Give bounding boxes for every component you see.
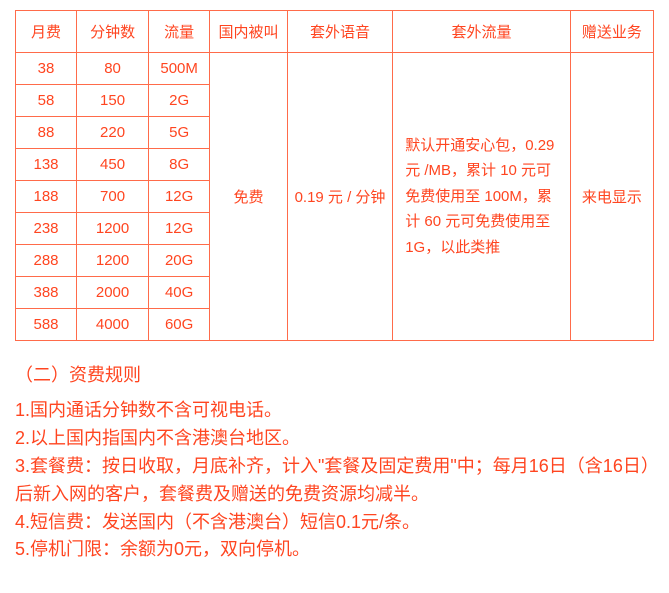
header-service: 赠送业务 [570,11,653,53]
cell-traffic-merged: 默认开通安心包，0.29 元 /MB，累计 10 元可免费使用至 100M，累计… [393,53,571,341]
header-data: 流量 [149,11,210,53]
rules-title: （二）资费规则 [15,361,654,387]
cell-minutes: 450 [77,149,149,181]
rule-item: 2.以上国内指国内不含港澳台地区。 [15,425,654,453]
cell-fee: 288 [16,245,77,277]
cell-minutes: 150 [77,85,149,117]
cell-minutes: 1200 [77,245,149,277]
rule-item: 4.短信费：发送国内（不含港澳台）短信0.1元/条。 [15,509,654,537]
cell-fee: 38 [16,53,77,85]
cell-fee: 88 [16,117,77,149]
tariff-table: 月费 分钟数 流量 国内被叫 套外语音 套外流量 赠送业务 38 80 500M… [15,10,654,341]
rule-item: 1.国内通话分钟数不含可视电话。 [15,397,654,425]
cell-minutes: 1200 [77,213,149,245]
cell-fee: 138 [16,149,77,181]
header-fee: 月费 [16,11,77,53]
cell-minutes: 80 [77,53,149,85]
header-traffic: 套外流量 [393,11,571,53]
header-minutes: 分钟数 [77,11,149,53]
cell-data: 20G [149,245,210,277]
cell-fee: 588 [16,309,77,341]
cell-data: 500M [149,53,210,85]
cell-data: 2G [149,85,210,117]
table-row: 38 80 500M 免费 0.19 元 / 分钟 默认开通安心包，0.29 元… [16,53,654,85]
cell-minutes: 220 [77,117,149,149]
cell-fee: 188 [16,181,77,213]
rule-item: 5.停机门限：余额为0元，双向停机。 [15,536,654,564]
cell-data: 5G [149,117,210,149]
cell-data: 8G [149,149,210,181]
cell-minutes: 4000 [77,309,149,341]
cell-service-merged: 来电显示 [570,53,653,341]
header-incoming: 国内被叫 [210,11,288,53]
rules-list: 1.国内通话分钟数不含可视电话。 2.以上国内指国内不含港澳台地区。 3.套餐费… [15,397,654,564]
cell-data: 12G [149,181,210,213]
cell-minutes: 700 [77,181,149,213]
cell-fee: 238 [16,213,77,245]
cell-incoming-merged: 免费 [210,53,288,341]
table-header-row: 月费 分钟数 流量 国内被叫 套外语音 套外流量 赠送业务 [16,11,654,53]
cell-data: 60G [149,309,210,341]
cell-data: 12G [149,213,210,245]
cell-fee: 58 [16,85,77,117]
header-voice: 套外语音 [287,11,392,53]
rule-item: 3.套餐费：按日收取，月底补齐，计入"套餐及固定费用"中；每月16日（含16日）… [15,453,654,509]
cell-data: 40G [149,277,210,309]
cell-minutes: 2000 [77,277,149,309]
cell-fee: 388 [16,277,77,309]
cell-voice-merged: 0.19 元 / 分钟 [287,53,392,341]
